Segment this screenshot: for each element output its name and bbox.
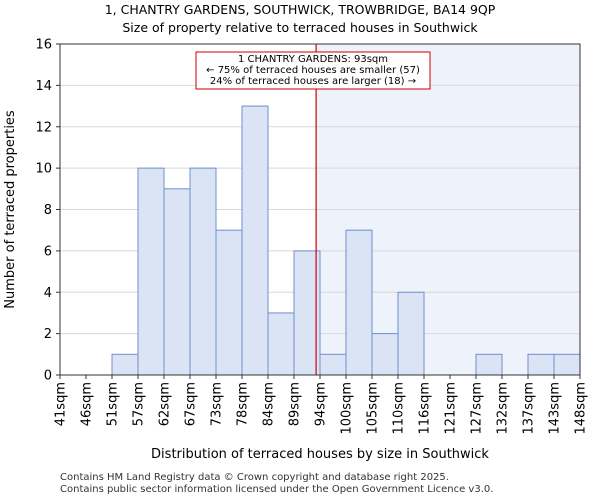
annotation-line-2: ← 75% of terraced houses are smaller (57… [206, 65, 420, 76]
histogram-bar [475, 353, 503, 376]
y-axis-label: Number of terraced properties [3, 110, 18, 309]
y-tick-label: 0 [44, 369, 52, 384]
chart-title: 1, CHANTRY GARDENS, SOUTHWICK, TROWBRIDG… [104, 2, 496, 17]
x-tick-label: 41sqm [54, 382, 69, 426]
chart-subtitle: Size of property relative to terraced ho… [122, 20, 478, 35]
x-axis-label: Distribution of terraced houses by size … [151, 447, 489, 462]
y-tick-label: 4 [44, 286, 52, 301]
x-tick-label: 105sqm [366, 382, 381, 435]
x-tick-label: 89sqm [288, 382, 303, 426]
x-tick-label: 62sqm [158, 382, 173, 426]
histogram-bar [345, 229, 373, 376]
annotation-box: 1 CHANTRY GARDENS: 93sqm ← 75% of terrac… [195, 51, 431, 90]
histogram-bar [111, 353, 139, 376]
x-tick-label: 132sqm [496, 382, 511, 435]
x-tick-label: 84sqm [262, 382, 277, 426]
x-tick-label: 121sqm [444, 382, 459, 435]
x-tick-label: 51sqm [106, 382, 121, 426]
histogram-bar [397, 291, 425, 376]
x-tick-label: 73sqm [210, 382, 225, 426]
x-tick-label: 137sqm [522, 382, 537, 435]
annotation-line-3: 24% of terraced houses are larger (18) → [210, 76, 416, 87]
histogram-bar [189, 167, 217, 376]
histogram-bar [553, 353, 581, 376]
histogram-bar [319, 353, 347, 376]
histogram-bar [241, 105, 269, 376]
y-tick-label: 16 [35, 38, 52, 53]
histogram-bar [527, 353, 555, 376]
x-tick-label: 78sqm [236, 382, 251, 426]
annotation-line-1: 1 CHANTRY GARDENS: 93sqm [238, 54, 388, 65]
x-tick-label: 67sqm [184, 382, 199, 426]
histogram-chart: 0 2 4 6 8 10 12 14 16 41sqm 46sqm 51sqm 57sqm 62sqm 6… [3, 38, 589, 463]
y-tick-label: 14 [35, 79, 52, 94]
x-tick-label: 116sqm [418, 382, 433, 435]
y-tick-label: 10 [35, 162, 52, 177]
histogram-bar [371, 333, 399, 376]
histogram-bar [137, 167, 165, 376]
histogram-bar [163, 188, 191, 376]
x-tick-label: 100sqm [340, 382, 355, 435]
x-tick-label: 148sqm [574, 382, 589, 435]
footer-line-2: Contains public sector information licen… [60, 484, 494, 495]
histogram-bar [215, 229, 243, 376]
x-tick-label: 57sqm [132, 382, 147, 426]
x-tick-label: 143sqm [548, 382, 563, 435]
y-tick-label: 12 [35, 120, 52, 135]
footer-line-1: Contains HM Land Registry data © Crown c… [60, 472, 449, 483]
x-tick-label: 110sqm [392, 382, 407, 435]
histogram-bar [267, 312, 295, 376]
x-tick-label: 94sqm [314, 382, 329, 426]
y-tick-label: 6 [44, 244, 52, 259]
y-tick-label: 2 [44, 327, 52, 342]
x-tick-label: 127sqm [470, 382, 485, 435]
y-tick-label: 8 [44, 203, 52, 218]
x-tick-label: 46sqm [80, 382, 95, 426]
